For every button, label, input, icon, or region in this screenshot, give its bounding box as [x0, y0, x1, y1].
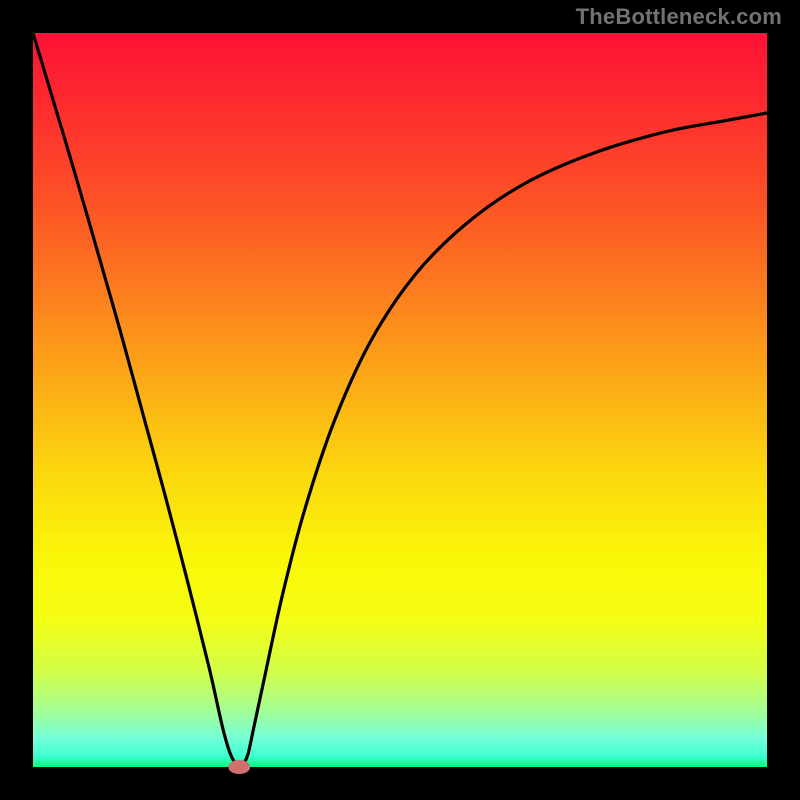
plot-area	[33, 33, 767, 767]
chart-svg	[0, 0, 800, 800]
dip-marker	[228, 760, 250, 774]
watermark-text: TheBottleneck.com	[576, 4, 782, 30]
chart-container: TheBottleneck.com	[0, 0, 800, 800]
